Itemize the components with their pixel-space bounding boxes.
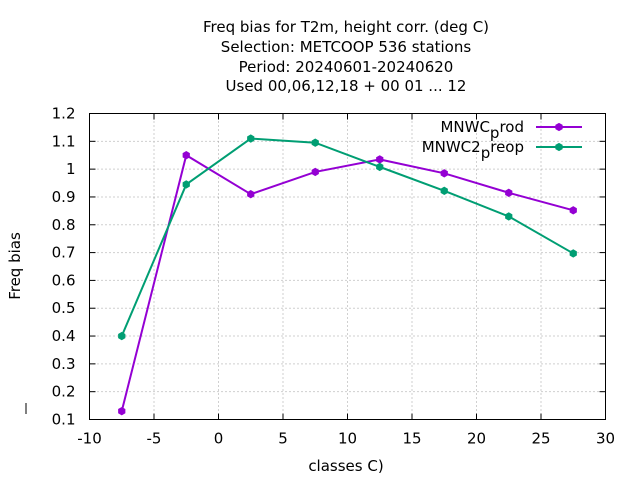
x-tick-label: 30 [596, 430, 615, 448]
data-point [118, 331, 126, 341]
y-tick-label: 0.4 [52, 327, 76, 345]
title-line-2: Selection: METCOOP 536 stations [221, 38, 472, 56]
x-axis-label: classes C) [308, 457, 383, 475]
data-point [505, 212, 513, 221]
y-tick-label: 0.7 [52, 244, 76, 262]
legend-marker [555, 142, 563, 152]
series-line [120, 137, 574, 337]
y-tick-label: 1.2 [52, 105, 76, 123]
data-point [247, 134, 255, 143]
chart-title: Freq bias for T2m, height corr. (deg C) … [203, 18, 489, 95]
y-tick-label: 1 [66, 160, 76, 178]
y-tick-label: 1.1 [52, 132, 76, 150]
x-tick-label: 0 [214, 430, 224, 448]
data-point [182, 180, 190, 189]
x-tick-label: 5 [278, 430, 288, 448]
data-point [182, 151, 190, 160]
data-point [569, 249, 577, 258]
data-point [440, 186, 448, 196]
y-tick-label: 0.2 [52, 383, 76, 401]
data-point [247, 189, 255, 199]
y-tick-label: 0.3 [52, 355, 76, 373]
x-tick-label: 25 [531, 430, 550, 448]
y-tick-label: 0.6 [52, 271, 76, 289]
data-point [376, 155, 384, 164]
title-line-1: Freq bias for T2m, height corr. (deg C) [203, 18, 489, 36]
data-point [505, 188, 513, 197]
data-point [118, 406, 126, 416]
y-tick-label: 0.5 [52, 299, 76, 317]
data-point [376, 162, 384, 172]
legend-marker [555, 122, 563, 132]
x-tick-label: 15 [402, 430, 421, 448]
grid [89, 113, 606, 420]
y-axis-label: Freq bias [6, 232, 24, 300]
title-line-3: Period: 20240601-20240620 [239, 58, 454, 76]
series-layer [118, 134, 577, 416]
y-tick-label: 0.1 [52, 411, 76, 429]
x-tick-label: -5 [147, 430, 162, 448]
data-point [311, 167, 319, 177]
legend-label: MNWC2preop [422, 138, 524, 162]
series-line [120, 153, 574, 412]
x-tick-label: 10 [338, 430, 357, 448]
data-point [311, 138, 319, 147]
legend-label: MNWCprod [440, 118, 524, 142]
y-tick-label: 0.9 [52, 188, 76, 206]
y-tick-label: 0.8 [52, 216, 76, 234]
x-tick-label: 20 [467, 430, 486, 448]
series-mnwc-prod [118, 151, 577, 416]
x-tick-label: -10 [77, 430, 102, 448]
series-mnwc2-preop [118, 134, 577, 341]
data-point [440, 169, 448, 178]
axis-ticks: -10 -5 0 5 10 15 20 25 30 0.1 0.2 0.3 0.4 0.5 0.6 0.7 0.… [52, 105, 615, 448]
data-point [569, 206, 577, 215]
title-line-4: Used 00,06,12,18 + 00 01 ... 12 [226, 77, 467, 95]
plot-frame [89, 113, 606, 420]
